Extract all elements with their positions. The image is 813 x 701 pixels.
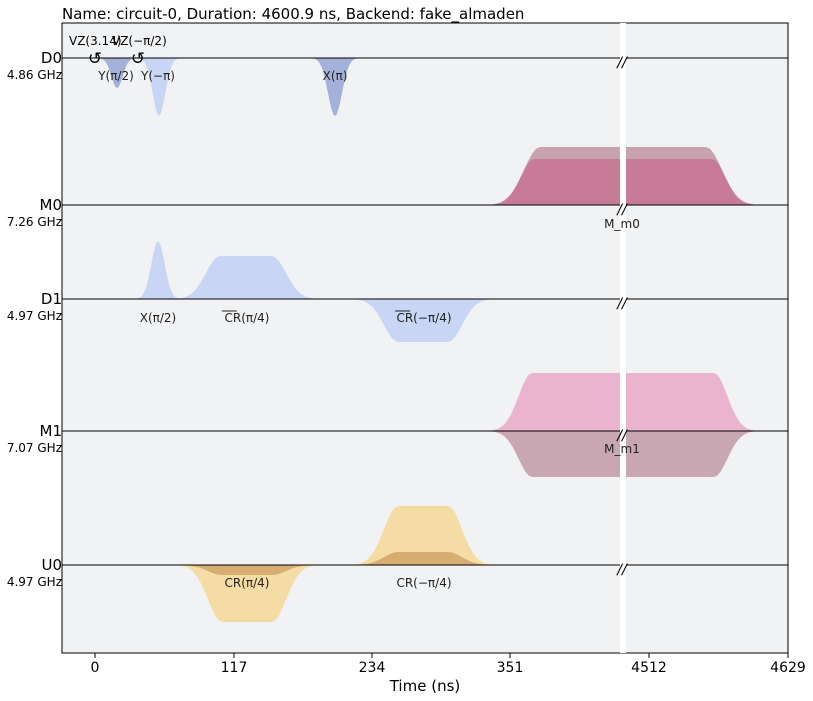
x-tick-label: 4629 bbox=[770, 660, 806, 676]
frame-change-label: VZ(3.14) bbox=[69, 34, 122, 48]
x-tick-label: 117 bbox=[221, 660, 248, 676]
channel-name-u0: U0 bbox=[41, 556, 62, 574]
pulse-label: M_m0 bbox=[604, 217, 640, 231]
x-tick-label: 4512 bbox=[631, 660, 667, 676]
break-mark-d0: // bbox=[615, 55, 628, 71]
channel-freq-m0: 7.26 GHz bbox=[7, 215, 62, 229]
break-mark-u0: // bbox=[615, 562, 628, 578]
pulse-d1-cr-minus-pi4 bbox=[356, 299, 490, 342]
x-tick-label: 351 bbox=[497, 660, 524, 676]
pulse-d1-x-pi2 bbox=[138, 241, 178, 299]
pulse-label: Y(π/2) bbox=[97, 69, 134, 83]
channel-freq-d0: 4.86 GHz bbox=[7, 68, 62, 82]
pulse-label: CR(π/4) bbox=[225, 311, 270, 325]
pulse-u0-cr-pi4-inner bbox=[180, 565, 314, 575]
channel-name-m0: M0 bbox=[40, 196, 63, 214]
pulse-d0-x-pi bbox=[314, 58, 356, 116]
channel-baselines bbox=[62, 57, 788, 566]
x-tick-label: 0 bbox=[91, 660, 100, 676]
pulse-label: CR(−π/4) bbox=[396, 311, 451, 325]
frame-change-icon: ↺ bbox=[88, 49, 102, 69]
pulse-label: M_m1 bbox=[604, 442, 640, 456]
x-tick-label: 234 bbox=[359, 660, 386, 676]
pulse-label: X(π/2) bbox=[140, 311, 177, 325]
frame-change-label: VZ(−π/2) bbox=[112, 34, 167, 48]
pulse-label: CR(π/4) bbox=[225, 576, 270, 590]
pulse-layer bbox=[100, 58, 754, 622]
channel-name-d1: D1 bbox=[41, 290, 62, 308]
x-axis-ticks: 0 117 234 351 4512 4629 bbox=[91, 653, 806, 676]
x-axis-label: Time (ns) bbox=[389, 677, 461, 695]
channel-freq-m1: 7.07 GHz bbox=[7, 441, 62, 455]
channel-name-m1: M1 bbox=[40, 422, 63, 440]
break-mark-m1: // bbox=[615, 428, 628, 444]
pulse-label: X(π) bbox=[323, 69, 348, 83]
chart-title: Name: circuit-0, Duration: 4600.9 ns, Ba… bbox=[62, 5, 524, 24]
break-mark-m0: // bbox=[615, 202, 628, 218]
axis-break-band bbox=[620, 23, 626, 653]
pulse-u0-cr-minus-pi4-outer bbox=[356, 506, 490, 565]
pulse-d0-y-minus-pi bbox=[140, 58, 178, 116]
pulse-u0-cr-minus-pi4-inner bbox=[356, 552, 490, 565]
pulse-label: Y(−π) bbox=[140, 69, 175, 83]
channel-name-d0: D0 bbox=[41, 49, 62, 67]
pulse-d1-cr-pi4 bbox=[178, 256, 314, 299]
pulse-d0-y-pi2 bbox=[100, 58, 134, 88]
pulse-u0-cr-pi4-outer bbox=[180, 565, 314, 622]
pulse-label: CR(−π/4) bbox=[396, 576, 451, 590]
frame-change-icon: ↺ bbox=[131, 49, 145, 69]
label-layer: D04.86 GHz//M07.26 GHz//D14.97 GHz//M17.… bbox=[7, 34, 640, 590]
channel-freq-d1: 4.97 GHz bbox=[7, 309, 62, 323]
time-axis-break bbox=[620, 23, 626, 653]
channel-freq-u0: 4.97 GHz bbox=[7, 575, 62, 589]
break-mark-d1: // bbox=[615, 296, 628, 312]
